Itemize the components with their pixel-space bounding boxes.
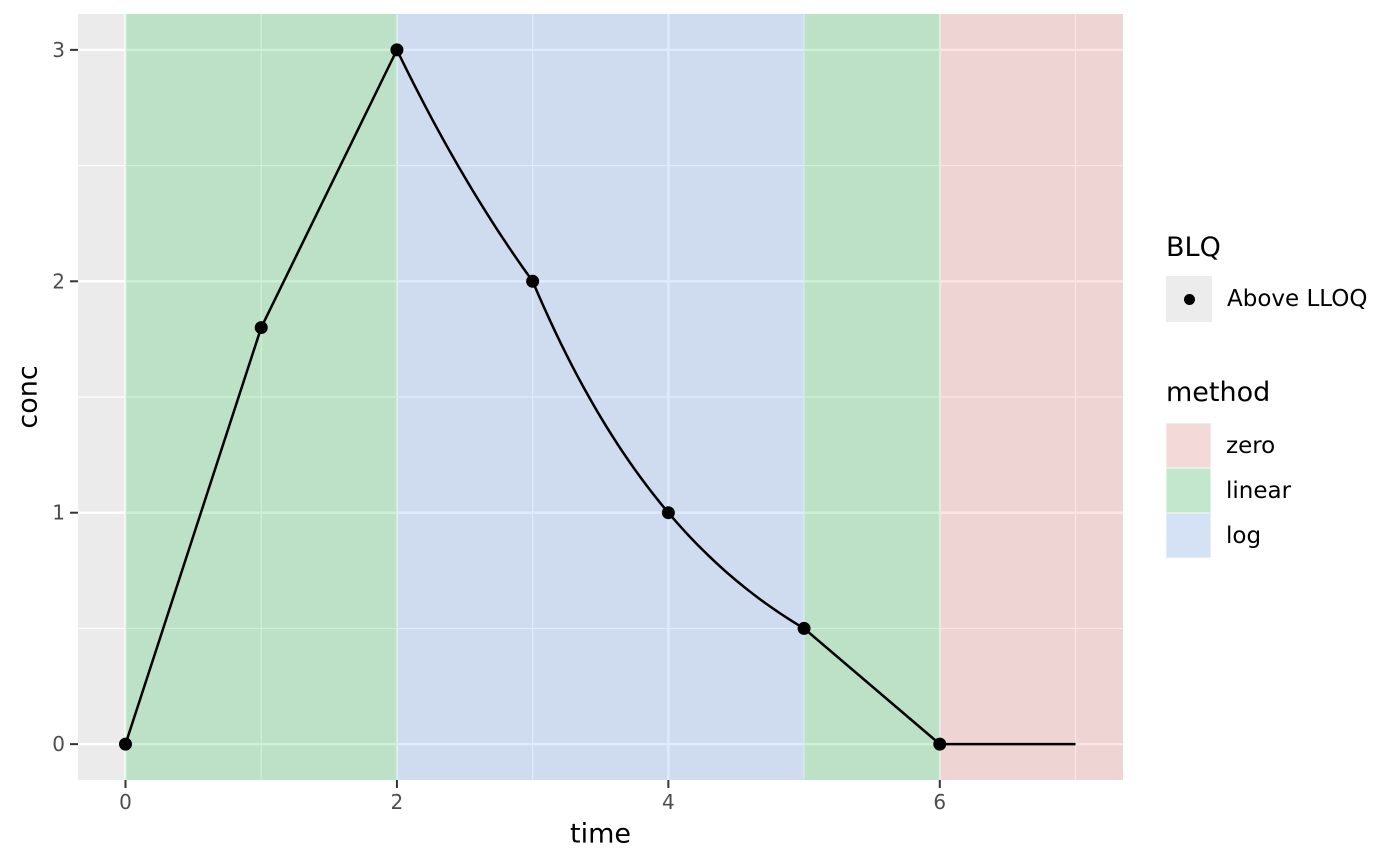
region-linear	[804, 14, 940, 780]
gridlines	[78, 14, 1123, 780]
data-point	[254, 321, 268, 335]
legend-key-linear	[1166, 468, 1211, 513]
legend-label-log: log	[1226, 522, 1262, 549]
y-tick-label: 3	[52, 38, 65, 62]
data-point	[933, 737, 947, 751]
legend-label-above-lloq: Above LLOQ	[1227, 286, 1368, 312]
legend-key-log	[1166, 513, 1211, 558]
legend-item-zero: zero	[1166, 423, 1275, 468]
data-point	[526, 274, 540, 288]
x-tick-label: 4	[662, 790, 675, 814]
method-regions	[125, 14, 1123, 780]
legend-label-linear: linear	[1226, 477, 1292, 504]
x-axis-title: time	[570, 819, 631, 850]
legend-label-zero: zero	[1226, 432, 1276, 459]
data-points	[119, 43, 947, 751]
conc-line	[124, 48, 1076, 746]
y-tick-label: 1	[52, 501, 65, 525]
data-point	[119, 737, 132, 751]
x-tick-label: 0	[119, 790, 132, 814]
legend-key-zero	[1166, 423, 1211, 468]
legend-item-linear: linear	[1166, 468, 1291, 513]
y-tick-label: 0	[52, 732, 65, 756]
axis-ticks	[70, 48, 941, 788]
point-icon	[1183, 293, 1195, 305]
y-axis-title: conc	[13, 365, 44, 428]
data-point	[661, 506, 675, 520]
legend-title-blq: BLQ	[1166, 232, 1221, 263]
region-linear	[125, 14, 397, 780]
x-tick-label: 6	[933, 790, 946, 814]
axis-tick-labels: 0 2 4 6 0 1 2 3	[52, 38, 946, 814]
legend-item-above-lloq: Above LLOQ	[1166, 276, 1368, 322]
legend-title-method: method	[1166, 377, 1271, 408]
plot-area: 0 2 4 6 0 1 2 3 time conc	[13, 14, 1123, 850]
y-tick-label: 2	[52, 269, 65, 293]
data-point	[390, 43, 404, 57]
region-log	[396, 14, 805, 780]
data-point	[797, 621, 811, 635]
region-zero	[939, 14, 1123, 780]
legend-item-log: log	[1166, 513, 1261, 558]
x-tick-label: 2	[391, 790, 404, 814]
legend-key-above-lloq	[1166, 276, 1212, 322]
